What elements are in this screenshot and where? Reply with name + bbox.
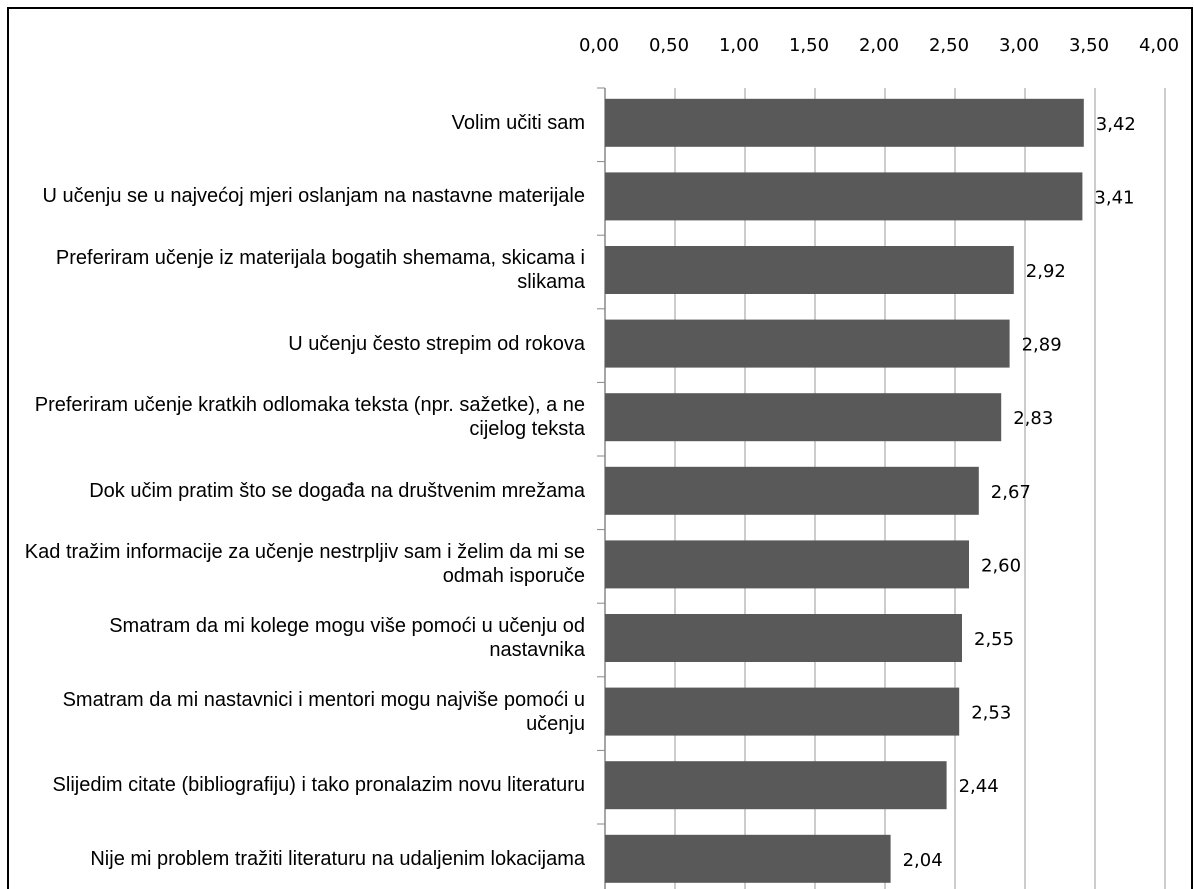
data-label: 2,53	[971, 703, 1011, 724]
data-label: 2,92	[1026, 261, 1066, 282]
x-tick-label: 4,00	[1139, 35, 1179, 56]
x-tick-label: 2,00	[859, 35, 899, 56]
bar	[605, 393, 1002, 442]
bar	[605, 761, 947, 810]
bar	[605, 246, 1014, 294]
y-tick-label: Preferiram učenje kratkih odlomaka tekst…	[34, 394, 585, 441]
bar	[605, 319, 1010, 368]
data-label: 3,42	[1096, 114, 1136, 135]
y-tick-label: Smatram da mi kolege mogu više pomoći u …	[109, 614, 585, 661]
frame	[7, 7, 1193, 889]
data-label: 2,44	[959, 776, 999, 797]
bar	[605, 98, 1084, 147]
data-label: 2,04	[903, 850, 943, 871]
data-label: 2,83	[1013, 408, 1053, 429]
x-tick-label: 2,50	[929, 35, 969, 56]
data-label: 2,89	[1022, 335, 1062, 356]
y-tick-label: U učenju se u najvećoj mjeri oslanjam na…	[42, 185, 586, 208]
y-tick-label: Kad tražim informacije za učenje nestrpl…	[24, 541, 585, 588]
data-label: 2,67	[991, 482, 1031, 503]
y-tick-label: Smatram da mi nastavnici i mentori mogu …	[62, 688, 585, 735]
y-tick-label: Nije mi problem tražiti literaturu na ud…	[90, 847, 585, 870]
data-label: 2,60	[981, 555, 1021, 576]
x-tick-label: 0,00	[579, 35, 619, 56]
y-tick-label: Dok učim pratim što se događa na društve…	[89, 479, 585, 502]
data-label: 3,41	[1094, 187, 1134, 208]
bar	[605, 687, 960, 736]
bar	[605, 614, 962, 662]
y-tick-label: Slijedim citate (bibliografiju) i tako p…	[52, 774, 585, 797]
data-label: 2,55	[974, 629, 1014, 650]
x-tick-label: 3,00	[999, 35, 1039, 56]
x-tick-label: 0,50	[649, 35, 689, 56]
x-tick-label: 1,50	[789, 35, 829, 56]
bar	[605, 834, 891, 883]
y-tick-label: Preferiram učenje iz materijala bogatih …	[55, 246, 585, 293]
x-tick-label: 1,00	[719, 35, 759, 56]
y-tick-label: U učenju često strepim od rokova	[288, 332, 585, 355]
y-tick-label: Volim učiti sam	[451, 111, 585, 134]
bar	[605, 172, 1083, 221]
x-tick-label: 3,50	[1069, 35, 1109, 56]
bar	[605, 466, 979, 515]
bar	[605, 540, 969, 589]
